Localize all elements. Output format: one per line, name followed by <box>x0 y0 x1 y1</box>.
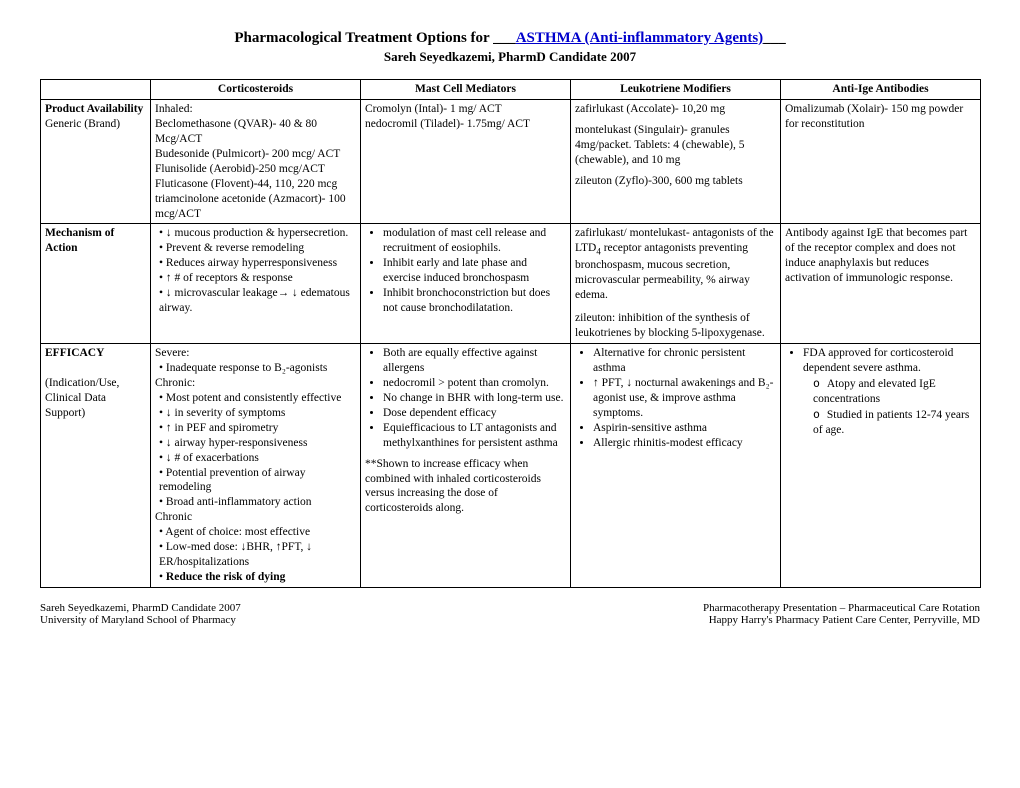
footer-right: Pharmacotherapy Presentation – Pharmaceu… <box>703 602 980 626</box>
footer-left: Sareh Seyedkazemi, PharmD Candidate 2007… <box>40 602 241 626</box>
cell-moa-c3: zafirlukast/ montelukast- antagonists of… <box>571 224 781 344</box>
cell-product-c1: Inhaled: Beclomethasone (QVAR)- 40 & 80 … <box>151 99 361 224</box>
page-footer: Sareh Seyedkazemi, PharmD Candidate 2007… <box>40 602 980 626</box>
title-suffix: ___ <box>763 30 786 46</box>
asthma-link[interactable]: ASTHMA (Anti-inflammatory Agents) <box>516 30 764 46</box>
col-corticosteroids: Corticosteroids <box>151 80 361 100</box>
reduce-dying: Reduce the risk of dying <box>159 570 356 585</box>
cell-eff-c2: Both are equally effective against aller… <box>361 344 571 588</box>
col-blank <box>41 80 151 100</box>
row-product: Product Availability Generic (Brand) Inh… <box>41 99 981 224</box>
col-leukotriene: Leukotriene Modifiers <box>571 80 781 100</box>
cell-product-c2: Cromolyn (Intal)- 1 mg/ ACT nedocromil (… <box>361 99 571 224</box>
col-mast-cell: Mast Cell Mediators <box>361 80 571 100</box>
cell-eff-c4: FDA approved for corticosteroid dependen… <box>781 344 981 588</box>
rowhdr-moa: Mechanism of Action <box>41 224 151 344</box>
row-efficacy: EFFICACY (Indication/Use, Clinical Data … <box>41 344 981 588</box>
cell-product-c4: Omalizumab (Xolair)- 150 mg powder for r… <box>781 99 981 224</box>
row-moa: Mechanism of Action ↓ mucous production … <box>41 224 981 344</box>
page-title: Pharmacological Treatment Options for __… <box>40 30 980 47</box>
title-prefix: Pharmacological Treatment Options for __… <box>234 30 515 46</box>
cell-eff-c1: Severe: Inadequate response to B₂-agonis… <box>151 344 361 588</box>
cell-product-c3: zafirlukast (Accolate)- 10,20 mg montelu… <box>571 99 781 224</box>
cell-moa-c1: ↓ mucous production & hypersecretion. Pr… <box>151 224 361 344</box>
table-header-row: Corticosteroids Mast Cell Mediators Leuk… <box>41 80 981 100</box>
cell-moa-c4: Antibody against IgE that becomes part o… <box>781 224 981 344</box>
rowhdr-efficacy: EFFICACY (Indication/Use, Clinical Data … <box>41 344 151 588</box>
page-subtitle: Sareh Seyedkazemi, PharmD Candidate 2007 <box>40 49 980 65</box>
rowhdr-product: Product Availability Generic (Brand) <box>41 99 151 224</box>
cell-moa-c2: modulation of mast cell release and recr… <box>361 224 571 344</box>
treatment-table: Corticosteroids Mast Cell Mediators Leuk… <box>40 79 981 588</box>
col-anti-ige: Anti-Ige Antibodies <box>781 80 981 100</box>
cell-eff-c3: Alternative for chronic persistent asthm… <box>571 344 781 588</box>
